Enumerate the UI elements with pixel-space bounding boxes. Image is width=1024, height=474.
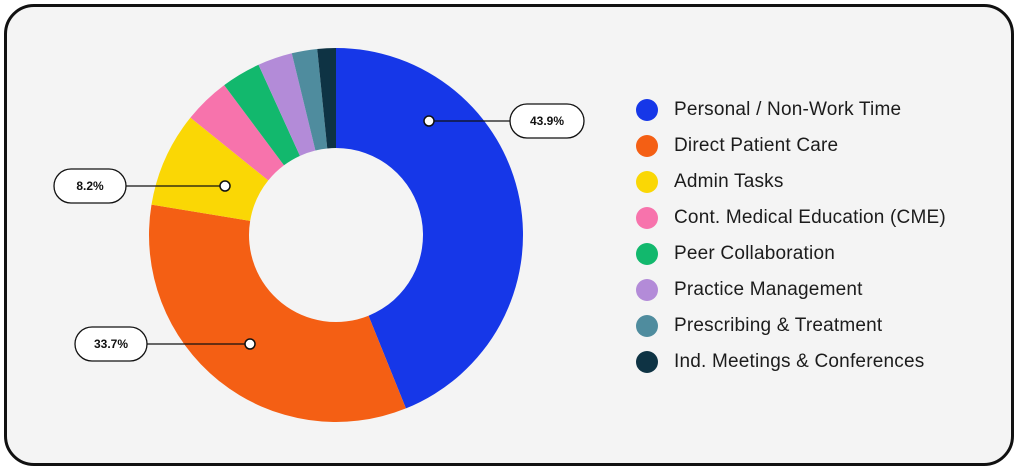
callout-dot <box>423 115 435 127</box>
legend-swatch <box>636 99 658 121</box>
slice-cont-medical-education-cme <box>190 85 284 181</box>
slice-admin-tasks <box>151 117 269 221</box>
legend-swatch <box>636 171 658 193</box>
slice-personal-non-work-time <box>336 48 523 409</box>
data-label-admin-tasks: 8.2% <box>53 168 231 204</box>
data-label-text: 43.9% <box>530 114 564 128</box>
legend-label: Practice Management <box>674 279 863 300</box>
slice-ind-meetings-conferences <box>317 48 336 149</box>
legend-swatch <box>636 351 658 373</box>
legend-label: Admin Tasks <box>674 171 784 192</box>
data-label-direct-patient-care: 33.7% <box>74 326 256 362</box>
callout-dot <box>219 180 231 192</box>
legend-swatch <box>636 135 658 157</box>
callout-box <box>509 103 585 139</box>
legend-label: Ind. Meetings & Conferences <box>674 351 925 372</box>
slice-peer-collaboration <box>224 64 300 166</box>
slice-prescribing-treatment <box>291 48 328 151</box>
legend-label: Personal / Non-Work Time <box>674 99 902 120</box>
legend-item-personal-non-work-time: Personal / Non-Work Time <box>636 92 946 128</box>
chart-legend: Personal / Non-Work Time Direct Patient C… <box>636 92 946 380</box>
slice-practice-management <box>258 53 316 156</box>
legend-swatch <box>636 243 658 265</box>
legend-swatch <box>636 279 658 301</box>
data-label-text: 8.2% <box>76 179 104 193</box>
legend-label: Prescribing & Treatment <box>674 315 883 336</box>
legend-item-direct-patient-care: Direct Patient Care <box>636 128 946 164</box>
legend-item-prescribing-treatment: Prescribing & Treatment <box>636 308 946 344</box>
legend-swatch <box>636 207 658 229</box>
legend-label: Peer Collaboration <box>674 243 835 264</box>
legend-item-peer-collaboration: Peer Collaboration <box>636 236 946 272</box>
callout-dot <box>244 338 256 350</box>
legend-label: Cont. Medical Education (CME) <box>674 207 946 228</box>
legend-item-practice-management: Practice Management <box>636 272 946 308</box>
callout-box <box>53 168 127 204</box>
legend-label: Direct Patient Care <box>674 135 839 156</box>
donut-slices <box>149 48 523 422</box>
legend-item-admin-tasks: Admin Tasks <box>636 164 946 200</box>
legend-swatch <box>636 315 658 337</box>
data-label-text: 33.7% <box>94 337 128 351</box>
callout-box <box>74 326 148 362</box>
data-label-callouts: 43.9% 33.7% 8.2% <box>53 103 585 362</box>
data-label-personal-non-work-time: 43.9% <box>423 103 585 139</box>
legend-item-cont-medical-education-cme: Cont. Medical Education (CME) <box>636 200 946 236</box>
legend-item-ind-meetings-conferences: Ind. Meetings & Conferences <box>636 344 946 380</box>
slice-direct-patient-care <box>149 204 406 422</box>
